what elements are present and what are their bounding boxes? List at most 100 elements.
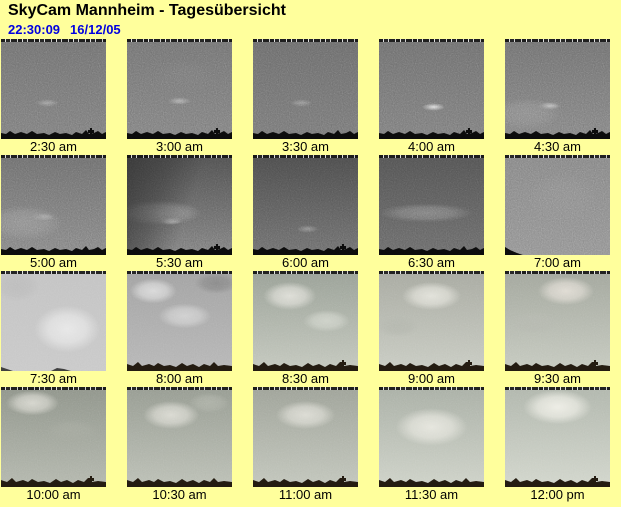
webcam-photo[interactable] — [127, 155, 232, 255]
webcam-photo[interactable] — [127, 39, 232, 139]
horizon-silhouette — [1, 367, 71, 371]
horizon-silhouette — [379, 478, 484, 487]
webcam-photo[interactable] — [253, 387, 358, 487]
sensor-noise-strip — [127, 271, 232, 274]
webcam-thumbnail: 10:00 am — [1, 387, 106, 503]
sensor-noise-strip — [379, 387, 484, 390]
webcam-photo[interactable] — [505, 387, 610, 487]
sensor-noise-strip — [505, 39, 610, 42]
thumbnail-time-label: 4:00 am — [408, 139, 455, 154]
thumbnail-time-label: 9:30 am — [534, 371, 581, 386]
webcam-photo[interactable] — [1, 39, 106, 139]
film-grain-overlay — [253, 39, 358, 139]
webcam-thumbnail: 11:00 am — [253, 387, 358, 503]
webcam-photo[interactable] — [505, 271, 610, 371]
horizon-silhouette — [127, 244, 232, 255]
webcam-thumbnail: 10:30 am — [127, 387, 232, 503]
horizon-silhouette — [253, 476, 358, 487]
horizon-silhouette — [253, 360, 358, 371]
webcam-photo[interactable] — [1, 155, 106, 255]
thumbnail-time-label: 8:30 am — [282, 371, 329, 386]
webcam-photo[interactable] — [379, 39, 484, 139]
webcam-thumbnail: 9:30 am — [505, 271, 610, 387]
thumbnail-time-label: 11:00 am — [278, 487, 333, 502]
webcam-thumbnail: 5:30 am — [127, 155, 232, 271]
webcam-photo[interactable] — [505, 39, 610, 139]
clock: 22:30:09 16/12/05 — [8, 22, 286, 37]
webcam-photo[interactable] — [379, 271, 484, 371]
webcam-thumbnail: 6:00 am — [253, 155, 358, 271]
sensor-noise-strip — [379, 155, 484, 158]
film-grain-overlay — [505, 387, 610, 487]
webcam-photo[interactable] — [253, 155, 358, 255]
horizon-silhouette — [253, 130, 358, 139]
sensor-noise-strip — [253, 39, 358, 42]
webcam-thumbnail: 2:30 am — [1, 39, 106, 155]
horizon-silhouette — [1, 246, 106, 255]
film-grain-overlay — [505, 271, 610, 371]
webcam-photo[interactable] — [379, 387, 484, 487]
film-grain-overlay — [505, 39, 610, 139]
page-header: SkyCam Mannheim - Tagesübersicht 22:30:0… — [8, 2, 286, 37]
sensor-noise-strip — [127, 387, 232, 390]
webcam-photo[interactable] — [253, 39, 358, 139]
webcam-photo[interactable] — [253, 271, 358, 371]
film-grain-overlay — [253, 155, 358, 255]
webcam-thumbnail: 6:30 am — [379, 155, 484, 271]
clock-time: 22:30:09 — [8, 22, 61, 37]
webcam-photo[interactable] — [379, 155, 484, 255]
film-grain-overlay — [505, 155, 610, 255]
webcam-thumbnail: 12:00 pm — [505, 387, 610, 503]
film-grain-overlay — [127, 271, 232, 371]
sensor-noise-strip — [505, 155, 610, 158]
thumbnail-time-label: 6:00 am — [282, 255, 329, 270]
film-grain-overlay — [127, 387, 232, 487]
webcam-thumbnail: 8:00 am — [127, 271, 232, 387]
thumbnail-time-label: 10:00 am — [26, 487, 81, 502]
webcam-photo[interactable] — [505, 155, 610, 255]
thumbnail-time-label: 9:00 am — [408, 371, 455, 386]
film-grain-overlay — [379, 271, 484, 371]
horizon-silhouette — [253, 244, 358, 255]
sensor-noise-strip — [253, 155, 358, 158]
thumbnail-time-label: 7:00 am — [534, 255, 581, 270]
thumbnail-time-label: 5:00 am — [30, 255, 77, 270]
thumbnail-time-label: 3:30 am — [282, 139, 329, 154]
horizon-silhouette — [379, 128, 484, 139]
film-grain-overlay — [379, 155, 484, 255]
webcam-photo[interactable] — [1, 387, 106, 487]
thumbnail-time-label: 4:30 am — [534, 139, 581, 154]
sensor-noise-strip — [505, 387, 610, 390]
film-grain-overlay — [379, 387, 484, 487]
webcam-thumbnail: 7:00 am — [505, 155, 610, 271]
horizon-silhouette — [379, 246, 484, 255]
webcam-photo[interactable] — [127, 387, 232, 487]
film-grain-overlay — [1, 155, 106, 255]
webcam-thumbnail: 4:00 am — [379, 39, 484, 155]
clock-date: 16/12/05 — [70, 22, 121, 37]
thumbnail-time-label: 5:30 am — [156, 255, 203, 270]
film-grain-overlay — [127, 155, 232, 255]
page-title: SkyCam Mannheim - Tagesübersicht — [8, 2, 286, 19]
thumbnail-grid: 2:30 am 3:00 am 3:30 am 4:00 am 4:30 am 5:00 … — [1, 39, 621, 503]
sensor-noise-strip — [253, 387, 358, 390]
webcam-photo[interactable] — [1, 271, 106, 371]
thumbnail-time-label: 12:00 pm — [530, 487, 585, 502]
film-grain-overlay — [1, 271, 106, 371]
horizon-silhouette — [505, 128, 610, 139]
thumbnail-time-label: 3:00 am — [156, 139, 203, 154]
webcam-photo[interactable] — [127, 271, 232, 371]
horizon-silhouette — [1, 476, 106, 487]
horizon-silhouette — [505, 476, 610, 487]
film-grain-overlay — [379, 39, 484, 139]
webcam-thumbnail: 9:00 am — [379, 271, 484, 387]
horizon-silhouette — [1, 128, 106, 139]
sensor-noise-strip — [127, 39, 232, 42]
horizon-silhouette — [127, 478, 232, 487]
webcam-thumbnail: 3:30 am — [253, 39, 358, 155]
webcam-thumbnail: 3:00 am — [127, 39, 232, 155]
film-grain-overlay — [1, 39, 106, 139]
sensor-noise-strip — [505, 271, 610, 274]
sensor-noise-strip — [253, 271, 358, 274]
